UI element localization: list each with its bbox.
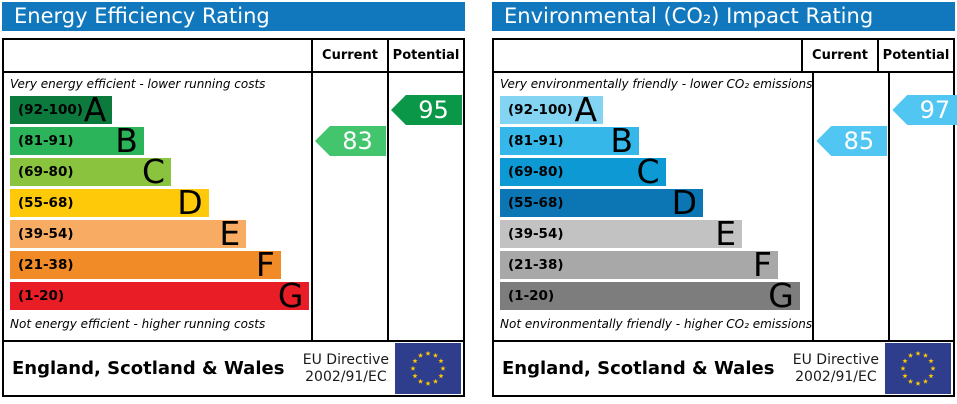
environmental-band-a: (92-100) A: [500, 90, 604, 129]
environmental-potential-column: 97: [890, 73, 957, 340]
energy-footer: England, Scotland & Wales EU Directive 2…: [4, 340, 463, 395]
environmental-footer: England, Scotland & Wales EU Directive 2…: [494, 340, 953, 395]
environmental-band-d: (55-68) D: [500, 183, 704, 222]
eu-directive-line2: 2002/91/EC: [795, 368, 877, 385]
band-letter-label: A: [83, 90, 107, 129]
energy-band-f: (21-38) F: [10, 245, 281, 284]
band-letter-label: A: [574, 90, 598, 129]
band-range-label: (21-38): [508, 257, 564, 273]
energy-band-b: (81-91) B: [10, 121, 144, 160]
band-range-label: (81-91): [508, 133, 564, 149]
band-range-label: (55-68): [508, 195, 564, 211]
environmental-rating-table: Current Potential Very environmentally f…: [492, 38, 957, 397]
energy-potential-rating-arrow: 95: [391, 95, 462, 125]
energy-band-a: (92-100) A: [10, 90, 113, 129]
energy-top-note: Very energy efficient - lower running co…: [10, 77, 266, 91]
band-range-label: (69-80): [18, 164, 74, 180]
environmental-current-column-header: Current: [803, 40, 879, 71]
band-range-label: (55-68): [18, 195, 74, 211]
energy-band-d: (55-68) D: [10, 183, 209, 222]
energy-rating-body: Very energy efficient - lower running co…: [4, 73, 463, 340]
environmental-bands: (92-100) A (81-91) B (69-80) C (55-68): [494, 90, 812, 315]
environmental-region-label: England, Scotland & Wales: [502, 358, 775, 379]
band-letter-label: E: [219, 214, 241, 253]
energy-rating-table: Current Potential Very energy efficient …: [2, 38, 465, 397]
environmental-current-column: 85: [814, 73, 891, 340]
environmental-panel-title: Environmental (CO₂) Impact Rating: [492, 2, 955, 31]
energy-eu-directive-label: EU Directive 2002/91/EC: [303, 352, 395, 386]
energy-current-rating-arrow: 83: [315, 126, 386, 156]
environmental-band-c: (69-80) C: [500, 152, 666, 191]
environmental-column-header-row: Current Potential: [494, 40, 953, 73]
band-letter-label: G: [277, 276, 304, 315]
band-letter-label: C: [141, 152, 166, 191]
band-letter-label: C: [636, 152, 660, 191]
band-letter-label: D: [671, 183, 698, 222]
energy-bands: (92-100) A (81-91) B (69-80) C (55-68): [4, 90, 311, 315]
energy-potential-rating-value: 95: [418, 96, 449, 124]
energy-potential-column-header: Potential: [392, 48, 460, 63]
eu-directive-line1: EU Directive: [792, 351, 879, 368]
environmental-potential-rating-arrow: 97: [892, 95, 957, 125]
band-letter-label: B: [115, 121, 138, 160]
energy-band-c: (69-80) C: [10, 152, 172, 191]
band-letter-label: E: [715, 214, 737, 253]
eu-flag-icon: [395, 343, 461, 394]
energy-current-column-header: Current: [313, 40, 389, 71]
environmental-band-f: (21-38) F: [500, 245, 778, 284]
energy-column-header-row: Current Potential: [4, 40, 463, 73]
band-range-label: (1-20): [18, 288, 65, 304]
environmental-potential-column-header: Potential: [882, 48, 950, 63]
environmental-current-rating-arrow: 85: [816, 126, 888, 156]
band-letter-label: B: [610, 121, 633, 160]
band-letter-label: F: [255, 245, 275, 284]
band-range-label: (39-54): [508, 226, 564, 242]
environmental-potential-rating-value: 97: [919, 96, 951, 124]
eu-directive-line1: EU Directive: [302, 351, 389, 368]
environmental-bottom-note: Not environmentally friendly - higher CO…: [500, 317, 813, 331]
eu-directive-line2: 2002/91/EC: [305, 368, 387, 385]
environmental-eu-directive-label: EU Directive 2002/91/EC: [793, 352, 885, 386]
energy-band-scale: Very energy efficient - lower running co…: [4, 73, 313, 340]
band-letter-label: G: [768, 276, 794, 315]
energy-bottom-note: Not energy efficient - higher running co…: [10, 317, 266, 331]
energy-panel-title: Energy Efficiency Rating: [2, 2, 465, 31]
energy-current-rating-value: 83: [342, 127, 373, 155]
environmental-rating-body: Very environmentally friendly - lower CO…: [494, 73, 957, 340]
band-letter-label: D: [177, 183, 203, 222]
band-range-label: (69-80): [508, 164, 564, 180]
environmental-band-g: (1-20) G: [500, 276, 800, 315]
energy-region-label: England, Scotland & Wales: [12, 358, 285, 379]
energy-potential-column: 95: [389, 73, 463, 340]
band-range-label: (21-38): [18, 257, 74, 273]
environmental-band-b: (81-91) B: [500, 121, 639, 160]
band-range-label: (39-54): [18, 226, 74, 242]
environmental-top-note: Very environmentally friendly - lower CO…: [500, 77, 813, 91]
band-range-label: (1-20): [508, 288, 555, 304]
energy-band-g: (1-20) G: [10, 276, 310, 315]
energy-current-column: 83: [313, 73, 389, 340]
energy-band-e: (39-54) E: [10, 214, 247, 253]
energy-rating-scale-header-cell: [4, 40, 313, 71]
band-range-label: (92-100): [18, 102, 83, 118]
band-range-label: (92-100): [508, 102, 573, 118]
band-letter-label: F: [753, 245, 772, 284]
environmental-band-e: (39-54) E: [500, 214, 743, 253]
band-range-label: (81-91): [18, 133, 74, 149]
environmental-band-scale: Very environmentally friendly - lower CO…: [494, 73, 815, 340]
environmental-impact-panel: Environmental (CO₂) Impact Rating Curren…: [492, 2, 957, 397]
environmental-current-rating-value: 85: [843, 127, 875, 155]
eu-flag-icon: [885, 343, 951, 394]
energy-efficiency-panel: Energy Efficiency Rating Current Potenti…: [2, 2, 465, 397]
environmental-rating-scale-header-cell: [494, 40, 803, 71]
